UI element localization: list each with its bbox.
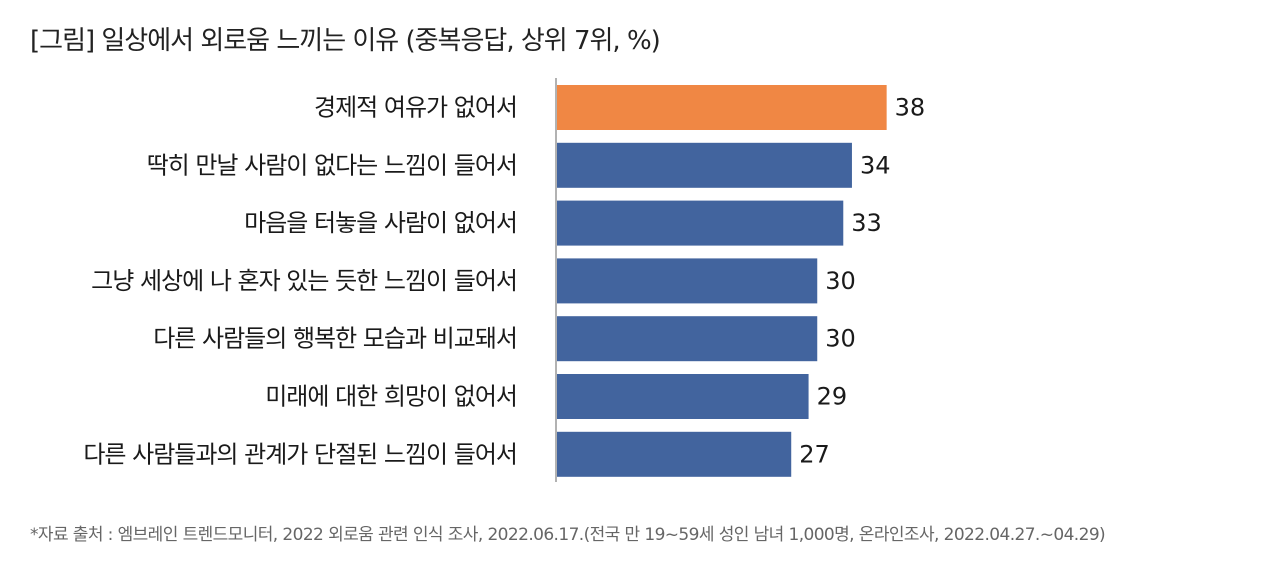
value-label-2: 34 [860,151,891,179]
bar-7 [557,431,792,477]
category-label-5: 다른 사람들의 행복한 모습과 비교돼서 [153,325,517,353]
value-label-6: 29 [817,383,848,411]
value-label-4: 30 [825,267,856,295]
category-label-3: 마음을 터놓을 사람이 없어서 [244,209,517,237]
source-note: *자료 출처 : 엠브레인 트렌드모니터, 2022 외로움 관련 인식 조사,… [30,525,1106,545]
category-label-6: 미래에 대한 희망이 없어서 [265,383,517,411]
value-label-7: 27 [799,440,830,468]
chart-title: [그림] 일상에서 외로움 느끼는 이유 (중복응답, 상위 7위, %) [30,26,661,56]
value-label-1: 38 [895,94,926,122]
bars-group: 경제적 여유가 없어서 38 딱히 만날 사람이 없다는 느낌이 들어서 34 마음을 … [83,85,925,477]
bar-2 [557,142,852,188]
value-label-3: 33 [851,209,882,237]
category-label-7: 다른 사람들과의 관계가 단절된 느낌이 들어서 [83,440,517,468]
category-label-4: 그냥 세상에 나 혼자 있는 듯한 느낌이 들어서 [91,267,517,295]
category-label-2: 딱히 만날 사람이 없다는 느낌이 들어서 [147,151,517,179]
category-label-1: 경제적 여유가 없어서 [314,94,517,122]
bar-6 [557,374,809,419]
value-label-5: 30 [825,325,856,353]
bar-5 [557,316,818,362]
bar-3 [557,200,844,246]
bar-4 [557,258,818,304]
bar-1 [557,85,887,130]
